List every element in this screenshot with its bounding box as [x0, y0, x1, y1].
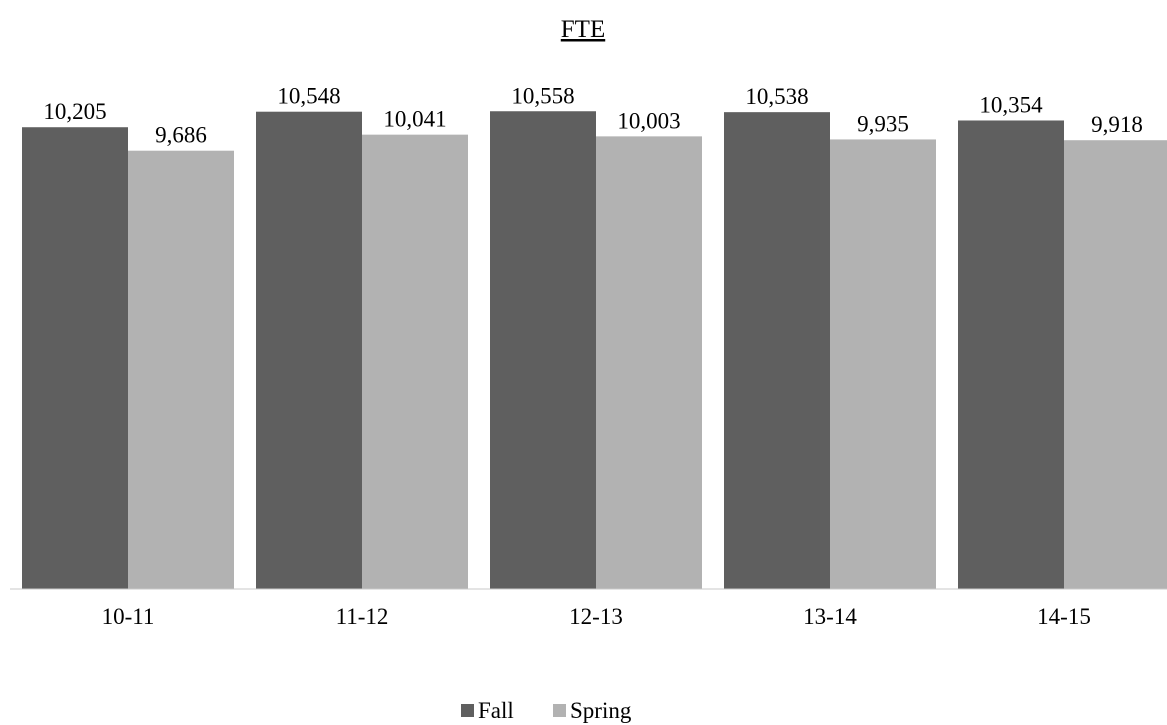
x-tick-label-14-15: 14-15 [1037, 604, 1091, 629]
bar-fall-10-11 [22, 127, 128, 589]
data-label-group: 10,205 9,686 10,548 10,041 10,558 10,003 10,53… [43, 83, 1143, 147]
legend-swatch-spring [553, 704, 566, 717]
bar-spring-13-14 [830, 139, 936, 589]
legend-swatch-fall [461, 704, 474, 717]
bar-group [22, 111, 1167, 590]
data-label-spring-10-11: 9,686 [155, 123, 207, 148]
legend: Fall Spring [461, 698, 632, 723]
data-label-spring-12-13: 10,003 [617, 108, 680, 133]
bar-fall-12-13 [490, 111, 596, 590]
data-label-spring-14-15: 9,918 [1091, 112, 1143, 137]
data-label-fall-14-15: 10,354 [979, 92, 1043, 117]
bar-fall-13-14 [724, 112, 830, 589]
x-tick-label-13-14: 13-14 [803, 604, 857, 629]
bar-fall-14-15 [958, 120, 1064, 589]
chart-title: FTE [561, 16, 605, 43]
x-tick-label-11-12: 11-12 [336, 604, 389, 629]
data-label-fall-12-13: 10,558 [511, 83, 574, 108]
bar-spring-11-12 [362, 134, 468, 589]
data-label-spring-11-12: 10,041 [383, 107, 446, 132]
bar-spring-12-13 [596, 136, 702, 589]
bar-fall-11-12 [256, 111, 362, 589]
data-label-fall-10-11: 10,205 [43, 99, 106, 124]
bar-spring-10-11 [128, 150, 234, 589]
bar-spring-14-15 [1064, 140, 1167, 589]
data-label-fall-11-12: 10,548 [277, 84, 340, 109]
x-tick-label-12-13: 12-13 [569, 604, 623, 629]
legend-label-fall: Fall [478, 698, 514, 723]
x-tick-label-10-11: 10-11 [102, 604, 155, 629]
legend-label-spring: Spring [570, 698, 632, 723]
data-label-spring-13-14: 9,935 [857, 111, 909, 136]
x-tick-label-group: 10-11 11-12 12-13 13-14 14-15 [102, 604, 1091, 629]
data-label-fall-13-14: 10,538 [745, 84, 808, 109]
